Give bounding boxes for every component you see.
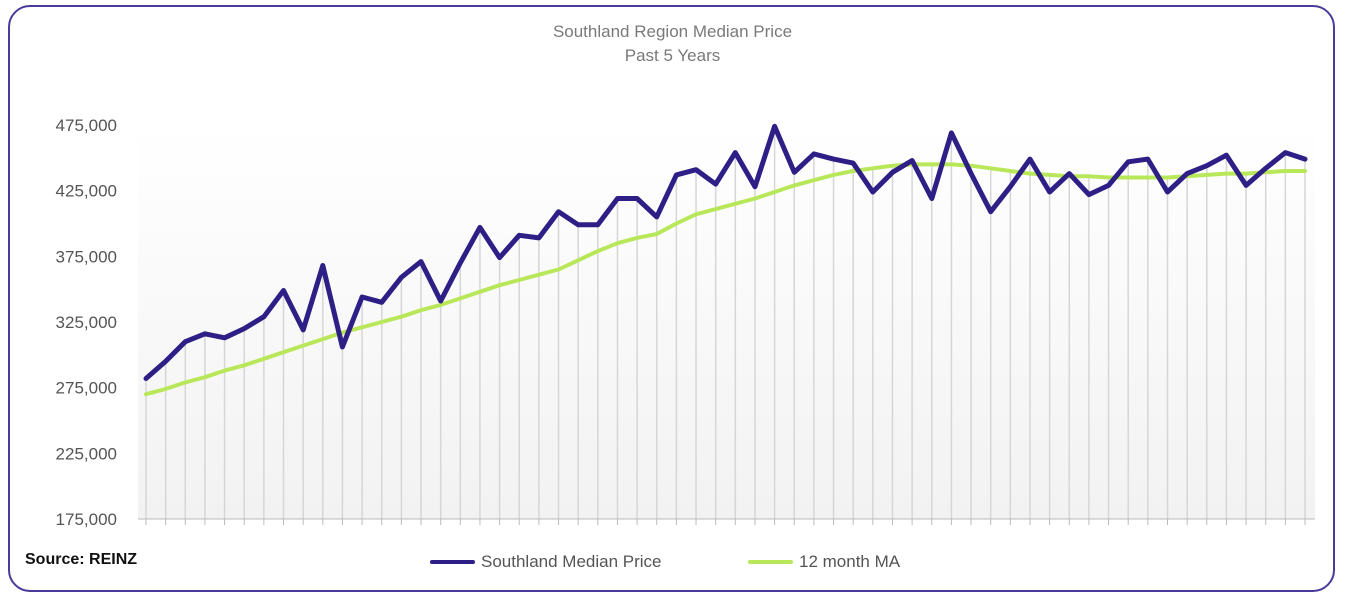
legend-swatch-ma <box>748 560 793 564</box>
source-note: Source: REINZ <box>25 551 138 568</box>
y-tick-label: 275,000 <box>56 379 117 398</box>
y-tick-label: 175,000 <box>56 510 117 529</box>
chart-subtitle: Past 5 Years <box>624 46 721 65</box>
legend-swatch-median <box>430 560 475 564</box>
legend-item-ma: 12 month MA <box>748 552 900 572</box>
y-tick-label: 225,000 <box>56 444 117 463</box>
legend-label-ma: 12 month MA <box>799 552 901 571</box>
plot-background <box>138 125 1315 519</box>
y-tick-label: 475,000 <box>56 116 117 135</box>
chart-title: Southland Region Median Price <box>552 22 793 41</box>
legend-item-median: Southland Median Price <box>430 552 662 572</box>
series-line-median-price <box>143 123 1308 381</box>
y-tick-label: 425,000 <box>56 182 117 201</box>
y-tick-label: 375,000 <box>56 247 117 266</box>
chart-card <box>8 5 1335 592</box>
y-tick-label: 325,000 <box>56 313 117 332</box>
legend-label-median: Southland Median Price <box>481 552 662 571</box>
